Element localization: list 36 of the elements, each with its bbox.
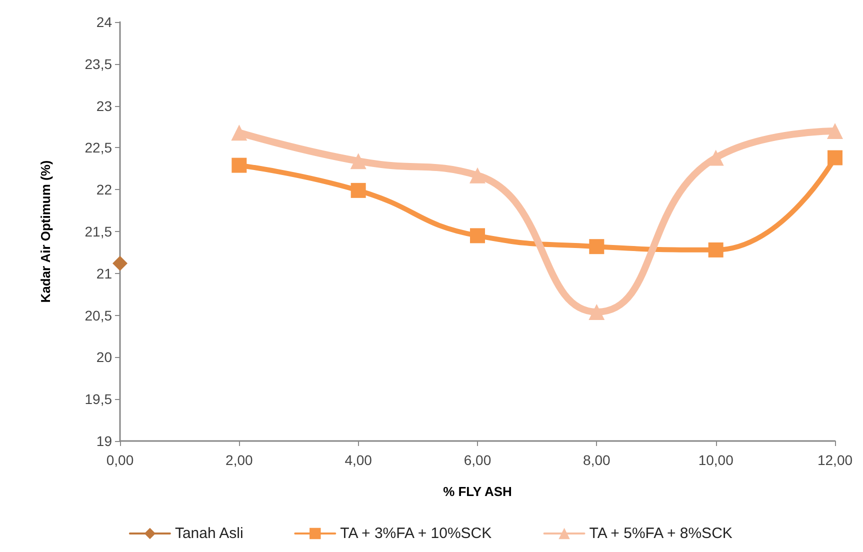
point bbox=[470, 167, 486, 184]
point bbox=[232, 158, 247, 173]
x-tick-label: 4,00 bbox=[344, 452, 372, 468]
y-tick-label: 21,5 bbox=[84, 224, 112, 240]
point bbox=[708, 150, 724, 166]
y-axis-title: Kadar Air Optimum (%) bbox=[38, 160, 53, 303]
x-tick-label: 0,00 bbox=[106, 452, 134, 468]
y-tick-label: 22,5 bbox=[84, 140, 112, 156]
y-tick-label: 20 bbox=[96, 349, 112, 366]
legend-label: Tanah Asli bbox=[174, 525, 244, 542]
y-tick-label: 21 bbox=[96, 265, 112, 282]
point bbox=[588, 304, 605, 320]
point bbox=[470, 228, 485, 244]
point bbox=[589, 239, 604, 254]
x-tick-label: 2,00 bbox=[226, 452, 254, 468]
point bbox=[828, 150, 842, 166]
point bbox=[350, 182, 366, 198]
x-tick-label: 8,00 bbox=[583, 452, 611, 468]
point bbox=[708, 242, 724, 258]
x-tick-label: 12,00 bbox=[817, 452, 853, 468]
y-tick-label: 22 bbox=[96, 182, 112, 198]
y-tick-label: 24 bbox=[96, 14, 112, 30]
y-tick-label: 19 bbox=[96, 433, 112, 449]
point bbox=[827, 122, 843, 139]
y-tick-label: 23 bbox=[96, 98, 112, 114]
point bbox=[112, 256, 128, 271]
x-tick-label: 6,00 bbox=[464, 452, 492, 468]
y-tick-label: 19,5 bbox=[84, 391, 112, 408]
y-tick-label: 23,5 bbox=[84, 56, 112, 72]
y-tick-label: 20,5 bbox=[84, 307, 112, 324]
x-tick-label: 10,00 bbox=[698, 452, 734, 468]
legend-label: TA + 3%FA + 10%SCK bbox=[340, 525, 492, 542]
legend-label: TA + 5%FA + 8%SCK bbox=[589, 525, 732, 542]
point bbox=[231, 124, 248, 141]
point bbox=[350, 153, 366, 170]
x-axis-title: % FLY ASH bbox=[443, 484, 512, 499]
